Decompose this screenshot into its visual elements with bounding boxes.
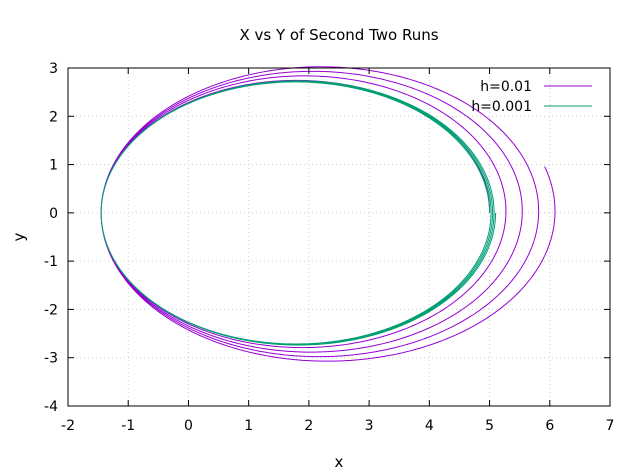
x-tick-label: 6 xyxy=(545,418,554,434)
x-tick-label: 3 xyxy=(365,418,374,434)
x-tick-label: -1 xyxy=(121,418,135,434)
legend: h=0.01 h=0.001 xyxy=(471,79,592,115)
x-tick-label: 5 xyxy=(485,418,494,434)
x-tick-label: 0 xyxy=(184,418,193,434)
chart-title: X vs Y of Second Two Runs xyxy=(239,26,438,44)
x-tick-label: 4 xyxy=(425,418,434,434)
series-layer xyxy=(100,66,556,362)
x-tick-label: 1 xyxy=(244,418,253,434)
x-tick-label: 7 xyxy=(606,418,615,434)
y-tick-label: -1 xyxy=(44,254,58,270)
y-tick-label: 0 xyxy=(49,206,58,222)
y-tick-label: 1 xyxy=(49,158,58,174)
y-tick-label: 2 xyxy=(49,109,58,125)
x-tick-label: 2 xyxy=(304,418,313,434)
series-line-1 xyxy=(100,66,556,362)
series-line-2 xyxy=(100,80,497,346)
x-tick-label: -2 xyxy=(61,418,75,434)
ticks: -2 -1 0 1 2 3 4 5 6 7 -4 -3 -2 -1 0 1 2 3 xyxy=(44,61,614,434)
y-tick-label: -4 xyxy=(44,399,58,415)
legend-label-2: h=0.001 xyxy=(471,99,532,115)
y-tick-label: -2 xyxy=(44,302,58,318)
x-axis-label: x xyxy=(335,453,344,471)
y-tick-label: 3 xyxy=(49,61,58,77)
y-axis-label: y xyxy=(10,232,28,241)
y-tick-label: -3 xyxy=(44,351,58,367)
grid xyxy=(68,68,610,406)
legend-label-1: h=0.01 xyxy=(480,79,532,95)
plot-frame xyxy=(67,67,611,407)
